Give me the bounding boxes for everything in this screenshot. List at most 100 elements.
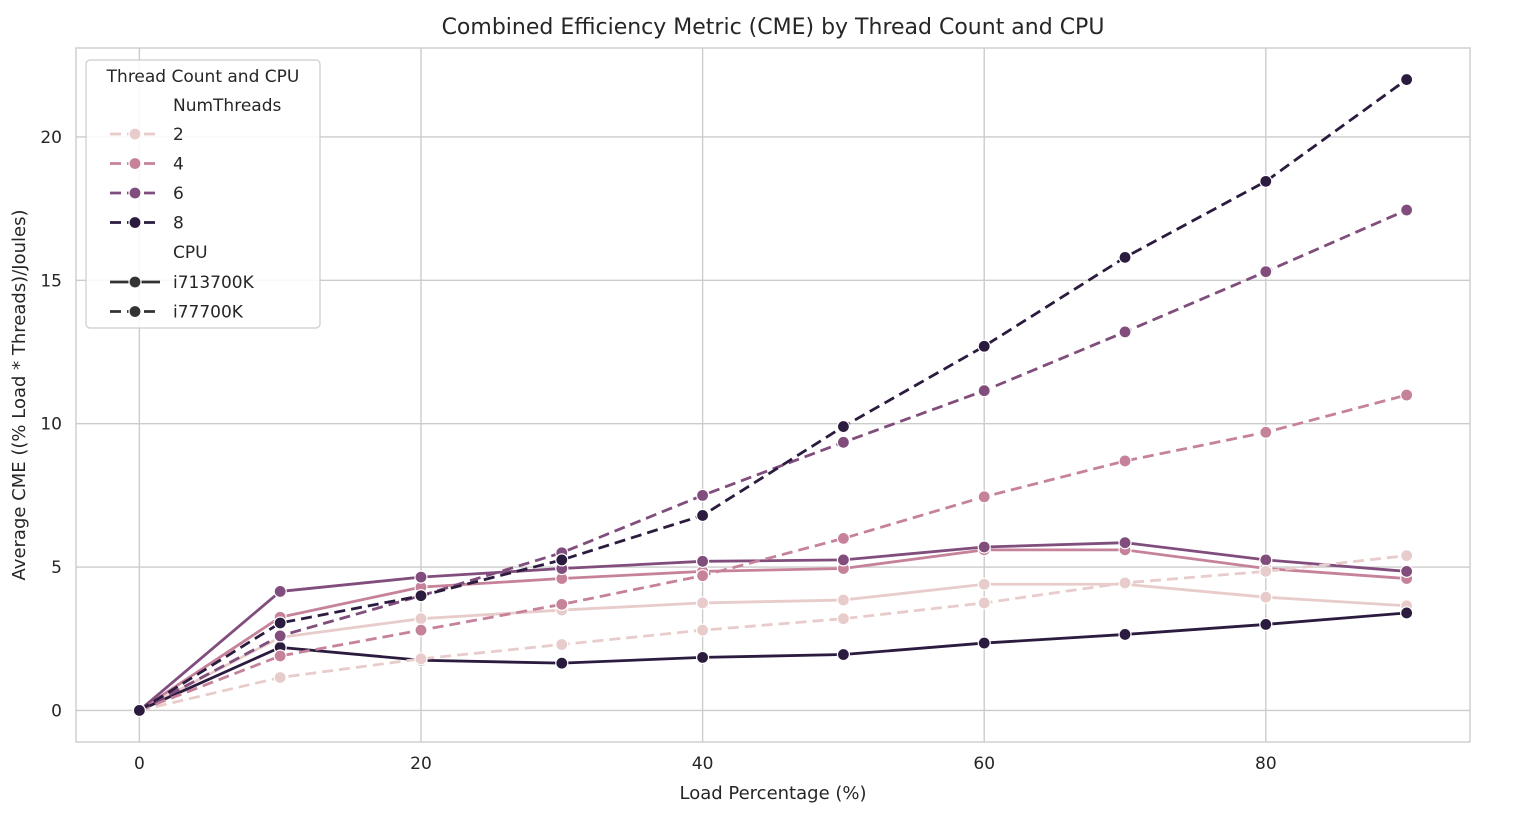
legend-style-entry: i713700K xyxy=(110,273,255,293)
data-point xyxy=(977,339,991,353)
series-line xyxy=(138,548,1407,712)
y-tick-label: 0 xyxy=(51,701,62,721)
y-tick-label: 5 xyxy=(51,558,62,578)
x-tick-label: 80 xyxy=(1255,754,1277,774)
legend-hue-label: 4 xyxy=(173,155,184,175)
legend-hue-entry: 4 xyxy=(110,155,184,175)
data-point xyxy=(132,703,146,718)
legend-hue-title: NumThreads xyxy=(173,96,281,116)
series-line xyxy=(138,208,1408,712)
legend-swatch-marker xyxy=(128,127,142,141)
legend-hue-entries: 2 4 6 8 xyxy=(110,125,184,234)
data-point xyxy=(977,384,991,398)
series-line xyxy=(138,78,1408,712)
axis-ticks: 0 20 40 60 80 0 5 10 15 20 xyxy=(40,128,1276,774)
y-axis-label: Average CME ((% Load * Threads)/Joules) xyxy=(9,210,30,581)
data-point xyxy=(977,577,991,591)
data-point xyxy=(1400,388,1414,402)
data-point xyxy=(1118,454,1132,468)
data-point xyxy=(695,488,710,502)
data-point xyxy=(1118,576,1132,590)
data-point xyxy=(1259,553,1273,567)
data-point xyxy=(695,650,710,665)
data-point xyxy=(273,649,287,663)
legend-swatch-marker xyxy=(128,304,142,319)
data-point xyxy=(977,636,991,650)
legend-hue-label: 6 xyxy=(173,184,184,204)
data-point xyxy=(836,531,851,545)
series-8-threads-i77700K xyxy=(132,72,1414,718)
legend-hue-entry: 2 xyxy=(110,125,184,145)
data-point xyxy=(1259,425,1273,439)
data-point xyxy=(1259,564,1273,578)
x-tick-label: 20 xyxy=(410,754,432,774)
data-point xyxy=(555,553,569,567)
legend-hue-entry: 8 xyxy=(110,214,184,234)
series-line xyxy=(138,611,1407,712)
data-point xyxy=(836,419,851,434)
data-point xyxy=(1118,536,1132,550)
data-point xyxy=(414,652,428,666)
data-point xyxy=(414,612,428,626)
data-point xyxy=(273,670,287,685)
data-point xyxy=(695,623,710,637)
data-point xyxy=(1118,250,1132,264)
data-point xyxy=(1400,606,1414,620)
legend-hue-entry: 6 xyxy=(110,184,184,204)
data-point xyxy=(977,596,991,610)
data-point xyxy=(555,637,569,652)
legend-swatch-marker xyxy=(128,186,142,200)
data-point xyxy=(414,570,428,584)
legend-style-label: i713700K xyxy=(173,273,255,293)
x-tick-label: 40 xyxy=(692,754,714,774)
data-point xyxy=(273,616,287,630)
data-point xyxy=(1400,548,1414,563)
series-line xyxy=(138,541,1407,712)
data-point xyxy=(1259,590,1273,604)
series-line xyxy=(138,393,1407,712)
series-2-threads-i77700K xyxy=(132,548,1414,718)
data-point xyxy=(1118,325,1132,339)
data-point xyxy=(555,597,569,611)
chart-title: Combined Efficiency Metric (CME) by Thre… xyxy=(442,15,1105,40)
legend-swatch-marker xyxy=(128,275,142,289)
x-tick-label: 0 xyxy=(134,754,145,774)
x-tick-label: 60 xyxy=(973,754,995,774)
legend-box xyxy=(85,59,321,329)
data-point xyxy=(836,593,851,607)
data-point xyxy=(836,553,851,567)
data-point xyxy=(836,612,851,626)
data-point xyxy=(836,647,851,662)
legend-style-entry: i77700K xyxy=(110,303,244,323)
legend-style-title: CPU xyxy=(173,243,208,263)
data-point xyxy=(977,540,991,554)
x-axis-label: Load Percentage (%) xyxy=(679,783,866,804)
series-line xyxy=(138,582,1407,712)
data-point xyxy=(1400,564,1414,578)
data-point xyxy=(695,596,710,610)
legend-style-entries: i713700K i77700K xyxy=(110,273,255,323)
series-layer xyxy=(132,72,1414,718)
data-point xyxy=(695,569,710,583)
legend: Thread Count and CPU NumThreads 2 4 6 8 CPU… xyxy=(85,59,321,329)
data-point xyxy=(977,490,991,504)
data-point xyxy=(414,623,428,637)
data-point xyxy=(836,435,851,449)
data-point xyxy=(1400,72,1414,87)
legend-hue-label: 2 xyxy=(173,125,184,145)
data-point xyxy=(695,508,710,523)
legend-style-label: i77700K xyxy=(173,303,244,323)
legend-title: Thread Count and CPU xyxy=(106,67,300,87)
data-point xyxy=(273,629,287,643)
legend-swatch-marker xyxy=(128,156,142,171)
data-point xyxy=(273,584,287,599)
data-point xyxy=(695,554,710,568)
legend-swatch-marker xyxy=(128,215,142,230)
data-point xyxy=(1400,203,1414,217)
legend-hue-label: 8 xyxy=(173,214,184,234)
y-tick-label: 15 xyxy=(40,271,62,291)
y-tick-label: 20 xyxy=(40,128,62,148)
data-point xyxy=(1118,627,1132,642)
data-point xyxy=(414,589,428,603)
